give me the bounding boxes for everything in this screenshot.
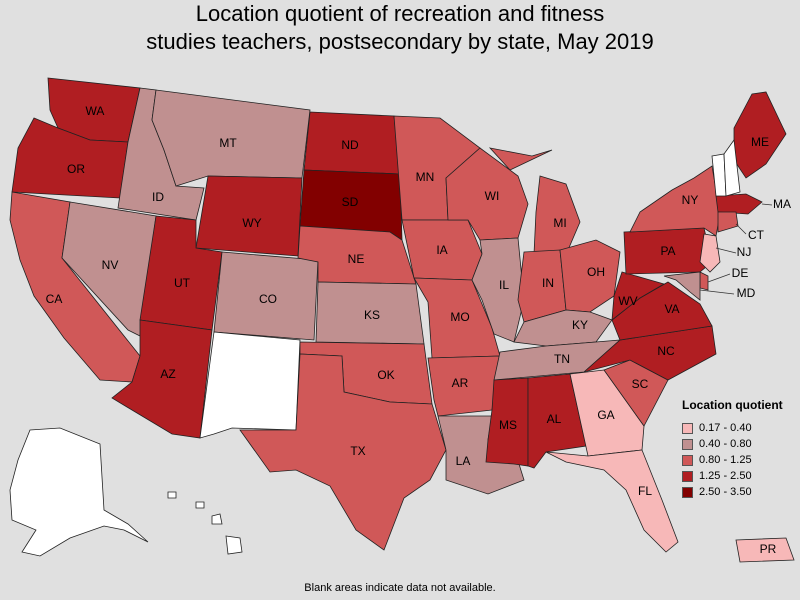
label-OK: OK bbox=[377, 368, 394, 382]
label-ND: ND bbox=[341, 138, 359, 152]
label-MS: MS bbox=[499, 418, 517, 432]
label-WY: WY bbox=[242, 216, 261, 230]
label-PR: PR bbox=[760, 542, 777, 556]
label-VA: VA bbox=[664, 302, 679, 316]
label-MT: MT bbox=[219, 136, 237, 150]
label-UT: UT bbox=[174, 276, 191, 290]
state-IL[interactable] bbox=[471, 237, 525, 343]
legend-item: 0.80 - 1.25 bbox=[682, 452, 797, 468]
callout-leader-lines bbox=[699, 203, 773, 295]
state-AZ[interactable] bbox=[111, 319, 213, 439]
label-IA: IA bbox=[436, 243, 447, 257]
state-NM[interactable] bbox=[199, 331, 301, 439]
label-FL: FL bbox=[638, 484, 652, 498]
state-PR[interactable] bbox=[735, 537, 795, 563]
label-KS: KS bbox=[364, 308, 380, 322]
state-GA[interactable] bbox=[569, 369, 645, 457]
label-OR: OR bbox=[67, 162, 85, 176]
label-WA: WA bbox=[86, 104, 105, 118]
state-MA[interactable] bbox=[715, 193, 763, 215]
state-DE[interactable] bbox=[699, 271, 709, 291]
state-CT[interactable] bbox=[717, 211, 739, 233]
state-NH[interactable] bbox=[723, 138, 741, 197]
label-CT: CT bbox=[748, 228, 765, 242]
map-title: Location quotient of recreation and fitn… bbox=[0, 0, 800, 56]
legend-item: 0.17 - 0.40 bbox=[682, 420, 797, 436]
label-TN: TN bbox=[554, 352, 570, 366]
state-NJ[interactable] bbox=[699, 233, 721, 273]
legend-swatch bbox=[682, 486, 693, 498]
label-AR: AR bbox=[452, 376, 469, 390]
label-LA: LA bbox=[456, 454, 471, 468]
label-IL: IL bbox=[499, 278, 509, 292]
state-AR[interactable] bbox=[427, 355, 501, 417]
state-MD[interactable] bbox=[663, 271, 701, 301]
label-MN: MN bbox=[416, 170, 435, 184]
state-NV[interactable] bbox=[61, 201, 157, 337]
label-NJ: NJ bbox=[737, 245, 752, 259]
label-AZ: AZ bbox=[160, 367, 175, 381]
label-NV: NV bbox=[102, 258, 119, 272]
legend-title: Location quotient bbox=[682, 398, 783, 412]
label-ID: ID bbox=[152, 190, 164, 204]
state-labels: WA OR CA ID NV MT WY UT AZ CO ND SD NE K… bbox=[46, 104, 791, 556]
label-MO: MO bbox=[450, 310, 469, 324]
label-ME: ME bbox=[751, 135, 769, 149]
state-AK[interactable] bbox=[9, 427, 149, 557]
state-TX[interactable] bbox=[239, 353, 447, 551]
label-SC: SC bbox=[632, 377, 649, 391]
legend: Location quotient 0.17 - 0.40 0.40 - 0.8… bbox=[682, 398, 797, 500]
label-WI: WI bbox=[485, 189, 500, 203]
legend-label: 0.17 - 0.40 bbox=[699, 422, 752, 434]
label-NC: NC bbox=[657, 344, 675, 358]
legend-swatch bbox=[682, 470, 693, 482]
label-WV: WV bbox=[618, 294, 637, 308]
label-GA: GA bbox=[597, 408, 614, 422]
label-MD: MD bbox=[737, 286, 756, 300]
label-OH: OH bbox=[587, 265, 605, 279]
label-IN: IN bbox=[542, 276, 554, 290]
label-NE: NE bbox=[348, 252, 365, 266]
legend-swatch bbox=[682, 454, 693, 466]
legend-label: 0.80 - 1.25 bbox=[699, 454, 752, 466]
label-SD: SD bbox=[342, 195, 359, 209]
legend-item: 2.50 - 3.50 bbox=[682, 484, 797, 500]
label-KY: KY bbox=[572, 318, 588, 332]
state-FL[interactable] bbox=[545, 449, 679, 553]
legend-item: 0.40 - 0.80 bbox=[682, 436, 797, 452]
legend-label: 1.25 - 2.50 bbox=[699, 470, 752, 482]
legend-swatch bbox=[682, 422, 693, 434]
state-HI[interactable] bbox=[167, 491, 243, 555]
map-title-line-2: studies teachers, postsecondary by state… bbox=[146, 29, 654, 54]
label-NY: NY bbox=[682, 193, 699, 207]
state-NY[interactable] bbox=[629, 165, 721, 237]
label-AL: AL bbox=[547, 412, 562, 426]
label-CA: CA bbox=[46, 292, 63, 306]
state-CO[interactable] bbox=[213, 251, 319, 341]
legend-swatch bbox=[682, 438, 693, 450]
label-DE: DE bbox=[732, 266, 749, 280]
label-TX: TX bbox=[350, 444, 365, 458]
legend-label: 0.40 - 0.80 bbox=[699, 438, 752, 450]
label-PA: PA bbox=[660, 244, 675, 258]
state-shapes bbox=[9, 77, 795, 563]
footnote: Blank areas indicate data not available. bbox=[304, 582, 496, 594]
map-title-line-1: Location quotient of recreation and fitn… bbox=[195, 1, 605, 26]
state-WV[interactable] bbox=[611, 271, 666, 321]
legend-item: 1.25 - 2.50 bbox=[682, 468, 797, 484]
label-CO: CO bbox=[259, 292, 277, 306]
label-MA: MA bbox=[773, 197, 791, 211]
label-MI: MI bbox=[553, 216, 566, 230]
legend-label: 2.50 - 3.50 bbox=[699, 486, 752, 498]
